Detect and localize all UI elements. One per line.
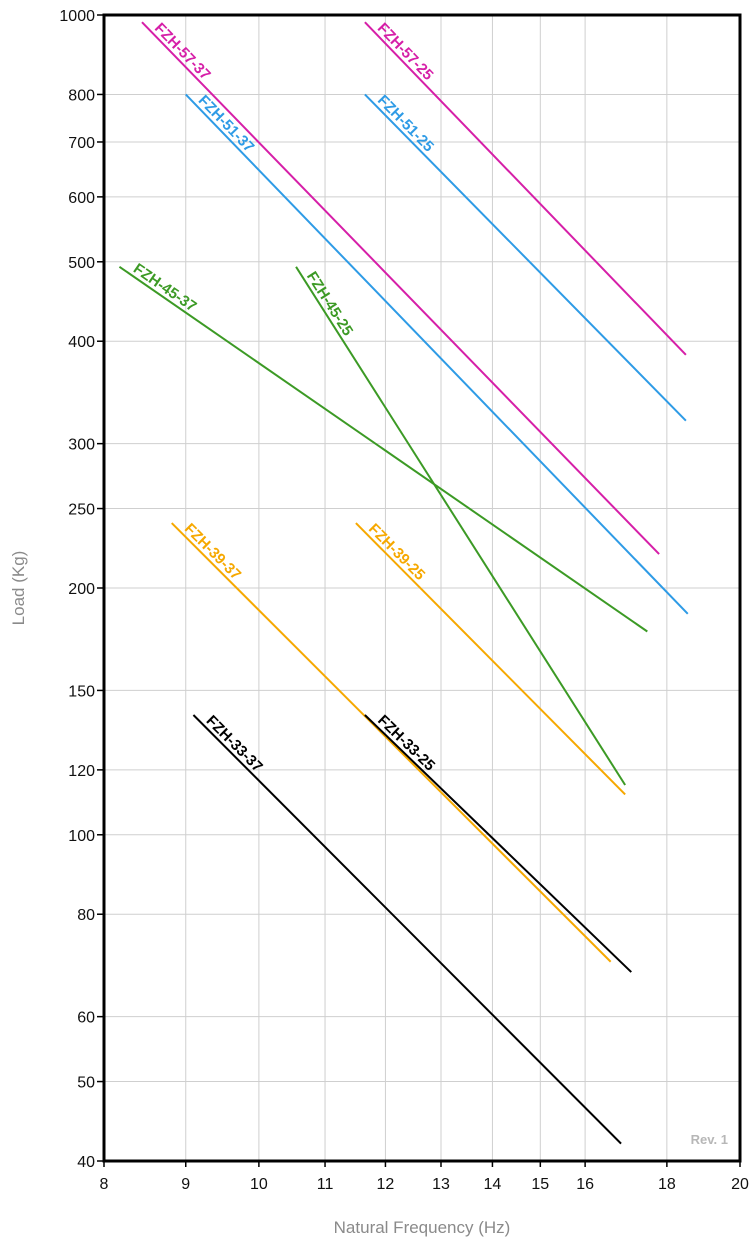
- series-line: [355, 522, 626, 796]
- series-lines: [118, 21, 689, 1145]
- series-label: FZH-51-25: [374, 92, 437, 156]
- x-tick-label: 16: [576, 1176, 594, 1193]
- y-tick-label: 250: [68, 502, 95, 519]
- series-line: [141, 21, 660, 555]
- series-line: [364, 714, 632, 973]
- revision-label: Rev. 1: [691, 1132, 728, 1147]
- grid: [104, 15, 740, 1161]
- x-tick-label: 10: [250, 1176, 268, 1193]
- x-tick-label: 9: [181, 1176, 190, 1193]
- x-tick-label: 8: [100, 1176, 109, 1193]
- y-tick-label: 600: [68, 190, 95, 207]
- x-tick-label: 12: [377, 1176, 395, 1193]
- y-axis-title: Load (Kg): [9, 551, 28, 626]
- y-tick-label: 80: [77, 907, 95, 924]
- series-labels: FZH-57-37 FZH-57-25 FZH-51-37 FZH-51-25 FZH-…: [130, 20, 438, 776]
- series-line: [192, 714, 622, 1145]
- y-tick-label: 400: [68, 334, 95, 351]
- y-tick-label: 40: [77, 1154, 95, 1171]
- y-tick-label: 60: [77, 1010, 95, 1027]
- series-label: FZH-39-25: [365, 520, 428, 583]
- y-tick-label: 300: [68, 437, 95, 454]
- x-tick-label: 13: [432, 1176, 450, 1193]
- series-label: FZH-33-37: [203, 712, 266, 775]
- series-label: FZH-45-25: [303, 269, 356, 339]
- x-tick-label: 11: [317, 1176, 334, 1193]
- x-tick-label: 20: [731, 1176, 749, 1193]
- y-tick-label: 200: [68, 581, 95, 598]
- y-tick-label: 1000: [59, 8, 95, 25]
- series-label: FZH-51-37: [195, 92, 258, 156]
- y-tick-label: 120: [68, 763, 95, 780]
- x-tick-label: 18: [658, 1176, 676, 1193]
- series-line: [364, 21, 687, 356]
- y-tick-label: 50: [77, 1075, 95, 1092]
- series-label: FZH-39-37: [181, 520, 244, 583]
- series-label: FZH-45-37: [130, 260, 199, 315]
- series-line: [295, 266, 626, 786]
- x-tick-label: 15: [531, 1176, 549, 1193]
- axis-ticks: 8 9 10 11 12 13 14 15 16 18 20 40 50 60 80 100 120 150 200…: [59, 8, 749, 1193]
- y-tick-label: 700: [68, 135, 95, 152]
- series-line: [185, 93, 689, 615]
- series-line: [171, 522, 612, 963]
- x-axis-title: Natural Frequency (Hz): [334, 1218, 511, 1237]
- y-tick-label: 800: [68, 87, 95, 104]
- y-tick-label: 150: [68, 683, 95, 700]
- y-tick-label: 500: [68, 255, 95, 272]
- series-line: [118, 265, 648, 633]
- x-tick-label: 14: [484, 1176, 502, 1193]
- series-label: FZH-57-37: [151, 20, 214, 84]
- series-label: FZH-33-25: [374, 712, 438, 775]
- series-line: [364, 93, 687, 422]
- series-label: FZH-57-25: [374, 20, 437, 84]
- y-tick-label: 100: [68, 828, 95, 845]
